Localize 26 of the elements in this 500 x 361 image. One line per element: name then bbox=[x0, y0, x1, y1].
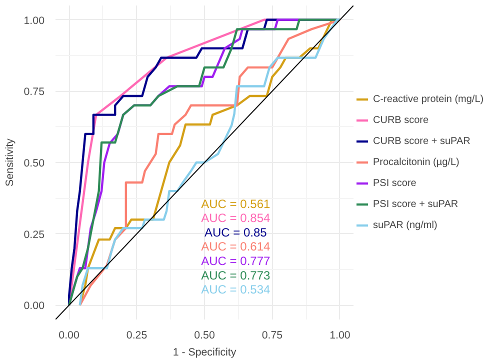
legend-label: PSI score bbox=[373, 178, 416, 188]
annotation: AUC = 0.614 bbox=[201, 240, 270, 254]
x-tick-label: 1.00 bbox=[330, 330, 350, 342]
y-tick-label: 0.25 bbox=[24, 228, 45, 241]
annotation: AUC = 0.561 bbox=[201, 196, 270, 211]
annotation: AUC = 0.854 bbox=[201, 211, 270, 226]
annotation: AUC = 0.777 bbox=[201, 254, 270, 268]
legend-label: PSI score + suPAR bbox=[373, 198, 458, 210]
x-tick-label: 0.50 bbox=[194, 330, 215, 342]
legend-label: Procalcitonin (µg/L) bbox=[373, 156, 460, 168]
annotation: AUC = 0.85 bbox=[204, 225, 268, 240]
legend-label: C-reactive protein (mg/L) bbox=[373, 94, 484, 104]
legend-label: CURB score bbox=[373, 114, 429, 126]
y-tick-label: 0.00 bbox=[24, 300, 45, 312]
x-tick-label: 0.75 bbox=[262, 330, 283, 342]
x-tick-label: 0.00 bbox=[58, 330, 80, 342]
x-tick-label: 0.25 bbox=[126, 330, 148, 342]
x-axis-title: 1 - Specificity bbox=[172, 346, 237, 358]
y-tick-label: 0.75 bbox=[24, 86, 45, 98]
annotation: AUC = 0.534 bbox=[201, 282, 270, 297]
legend-label: CURB score + suPAR bbox=[373, 136, 470, 146]
legend-label: suPAR (ng/ml) bbox=[373, 220, 438, 230]
y-tick-label: 1.00 bbox=[24, 14, 45, 27]
annotation: AUC = 0.773 bbox=[201, 268, 270, 282]
y-axis-title: Sensitivity bbox=[4, 138, 16, 186]
y-tick-label: 0.50 bbox=[24, 158, 45, 170]
